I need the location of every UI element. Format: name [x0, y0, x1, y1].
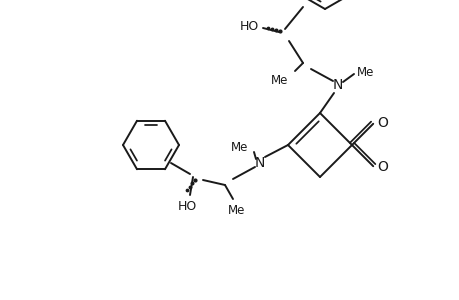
- Text: HO: HO: [177, 200, 196, 214]
- Text: O: O: [376, 116, 387, 130]
- Text: Me: Me: [228, 205, 245, 218]
- Text: N: N: [254, 156, 264, 170]
- Text: HO: HO: [239, 20, 258, 32]
- Text: O: O: [376, 160, 387, 174]
- Text: Me: Me: [271, 74, 288, 86]
- Text: N: N: [332, 78, 342, 92]
- Text: Me: Me: [357, 65, 374, 79]
- Text: Me: Me: [231, 140, 248, 154]
